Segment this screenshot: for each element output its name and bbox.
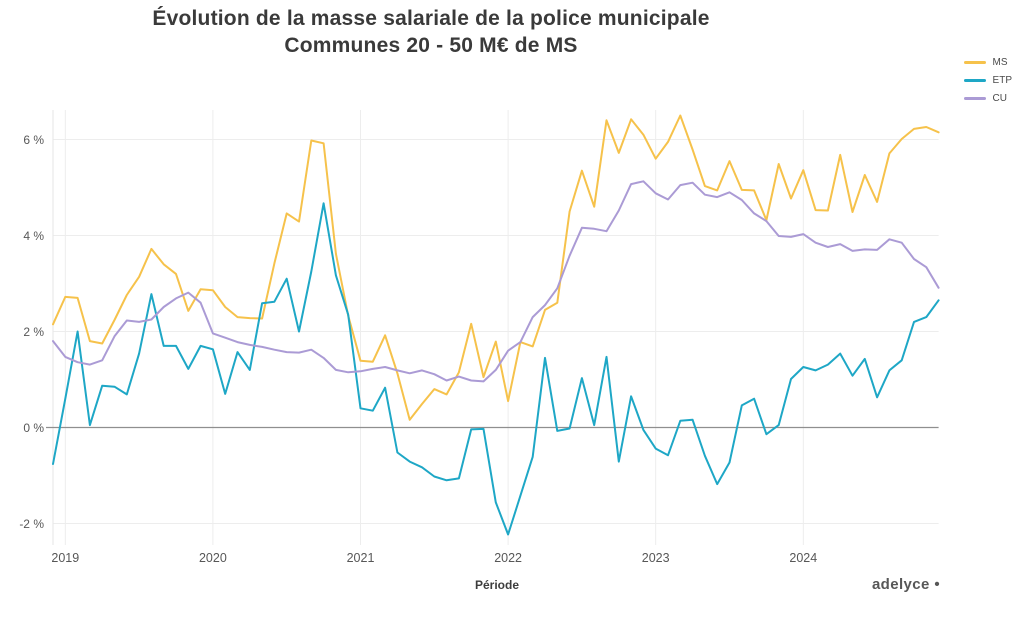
legend-item-ms[interactable]: MS <box>963 56 1012 68</box>
x-axis-tick-2021: 2021 <box>346 551 375 565</box>
x-axis-title: Période <box>474 578 519 592</box>
x-axis-tick-2019: 2019 <box>51 551 80 565</box>
y-axis-tick-6: 6 % <box>23 132 44 147</box>
ms-line-swatch <box>963 61 986 64</box>
etp-line-swatch <box>963 79 986 82</box>
x-axis-tick-2024: 2024 <box>789 551 818 565</box>
x-axis-tick-2020: 2020 <box>198 551 227 565</box>
series-line-etp[interactable] <box>52 202 940 536</box>
chart-title-line1: Évolution de la masse salariale de la po… <box>152 7 710 30</box>
y-axis-tick-2: 2 % <box>23 324 44 339</box>
legend-label-cu: CU <box>992 92 1007 104</box>
series-line-cu[interactable] <box>52 180 940 383</box>
legend-label-ms: MS <box>992 56 1008 68</box>
chart-title-line2: Communes 20 - 50 M€ de MS <box>284 34 578 57</box>
adelyce-logo: adelyce • <box>871 576 940 593</box>
chart-title: Évolution de la masse salariale de la po… <box>0 5 862 59</box>
legend: MS ETP CU <box>963 56 1012 104</box>
series-line-ms[interactable] <box>52 114 940 421</box>
y-axis-tick-0: 0 % <box>23 420 44 435</box>
legend-item-cu[interactable]: CU <box>963 92 1012 104</box>
cu-line-swatch <box>963 97 986 100</box>
x-axis-tick-2022: 2022 <box>494 551 522 565</box>
y-axis-tick--2: -2 % <box>19 516 44 531</box>
legend-label-etp: ETP <box>992 74 1012 86</box>
x-axis-tick-2023: 2023 <box>641 551 670 565</box>
y-axis-tick-4: 4 % <box>23 228 44 243</box>
legend-item-etp[interactable]: ETP <box>963 74 1012 86</box>
